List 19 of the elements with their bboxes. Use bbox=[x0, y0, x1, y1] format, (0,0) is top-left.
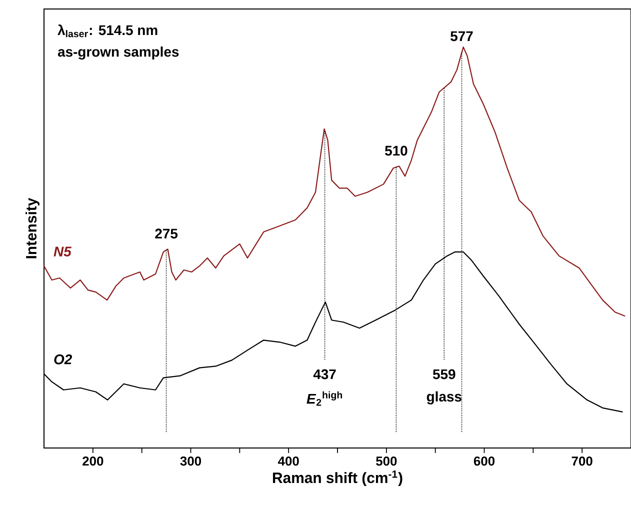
ref-line-label: 275 bbox=[155, 228, 178, 239]
x-tick-label: 400 bbox=[278, 456, 299, 466]
x-tick-label: 500 bbox=[376, 456, 397, 466]
x-tick-label: 300 bbox=[180, 456, 202, 466]
x-axis-title: Raman shift (cm$^{-1}$) bbox=[272, 470, 402, 486]
series-label: O2 bbox=[54, 354, 72, 364]
ref-line-label: 437 bbox=[313, 369, 336, 380]
y-axis-title: Intensity bbox=[26, 198, 40, 258]
series-label: N5 bbox=[54, 246, 72, 256]
x-tick-label: 600 bbox=[474, 456, 495, 466]
x-tick-label: 700 bbox=[572, 456, 592, 466]
annotation: E$_{2}$high bbox=[306, 391, 342, 406]
annotation: as-grown samples bbox=[58, 46, 179, 60]
ref-line-label: 577 bbox=[450, 31, 473, 42]
text: λ$_{laser}$: 514.5 nm bbox=[58, 24, 158, 38]
x-tick-label: 200 bbox=[82, 456, 104, 466]
ref-line-label: 510 bbox=[384, 146, 408, 156]
ref-line-label: 559 bbox=[432, 369, 456, 380]
annotation: glass bbox=[426, 391, 462, 404]
